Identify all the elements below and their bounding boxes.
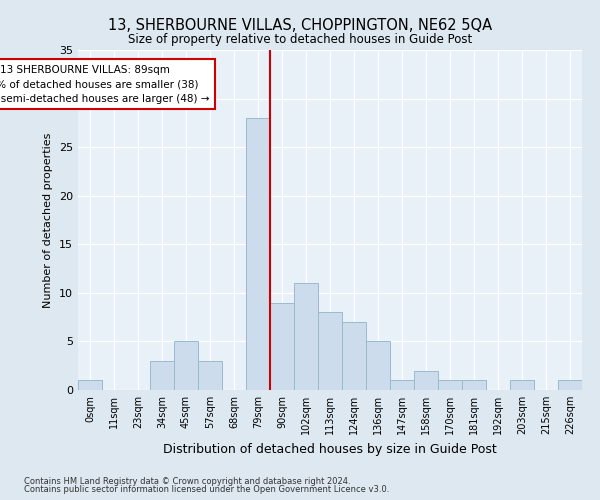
- Bar: [294, 283, 318, 390]
- Y-axis label: Number of detached properties: Number of detached properties: [43, 132, 53, 308]
- Text: 13 SHERBOURNE VILLAS: 89sqm
← 44% of detached houses are smaller (38)
56% of sem: 13 SHERBOURNE VILLAS: 89sqm ← 44% of det…: [0, 64, 209, 104]
- Bar: [318, 312, 342, 390]
- Bar: [78, 380, 102, 390]
- Text: Size of property relative to detached houses in Guide Post: Size of property relative to detached ho…: [128, 32, 472, 46]
- X-axis label: Distribution of detached houses by size in Guide Post: Distribution of detached houses by size …: [163, 442, 497, 456]
- Bar: [198, 361, 222, 390]
- Bar: [438, 380, 462, 390]
- Bar: [270, 302, 294, 390]
- Text: Contains HM Land Registry data © Crown copyright and database right 2024.: Contains HM Land Registry data © Crown c…: [24, 477, 350, 486]
- Bar: [462, 380, 486, 390]
- Bar: [174, 342, 198, 390]
- Bar: [510, 380, 534, 390]
- Bar: [414, 370, 438, 390]
- Bar: [342, 322, 366, 390]
- Bar: [150, 361, 174, 390]
- Bar: [366, 342, 390, 390]
- Bar: [246, 118, 270, 390]
- Bar: [558, 380, 582, 390]
- Bar: [390, 380, 414, 390]
- Text: Contains public sector information licensed under the Open Government Licence v3: Contains public sector information licen…: [24, 485, 389, 494]
- Text: 13, SHERBOURNE VILLAS, CHOPPINGTON, NE62 5QA: 13, SHERBOURNE VILLAS, CHOPPINGTON, NE62…: [108, 18, 492, 32]
